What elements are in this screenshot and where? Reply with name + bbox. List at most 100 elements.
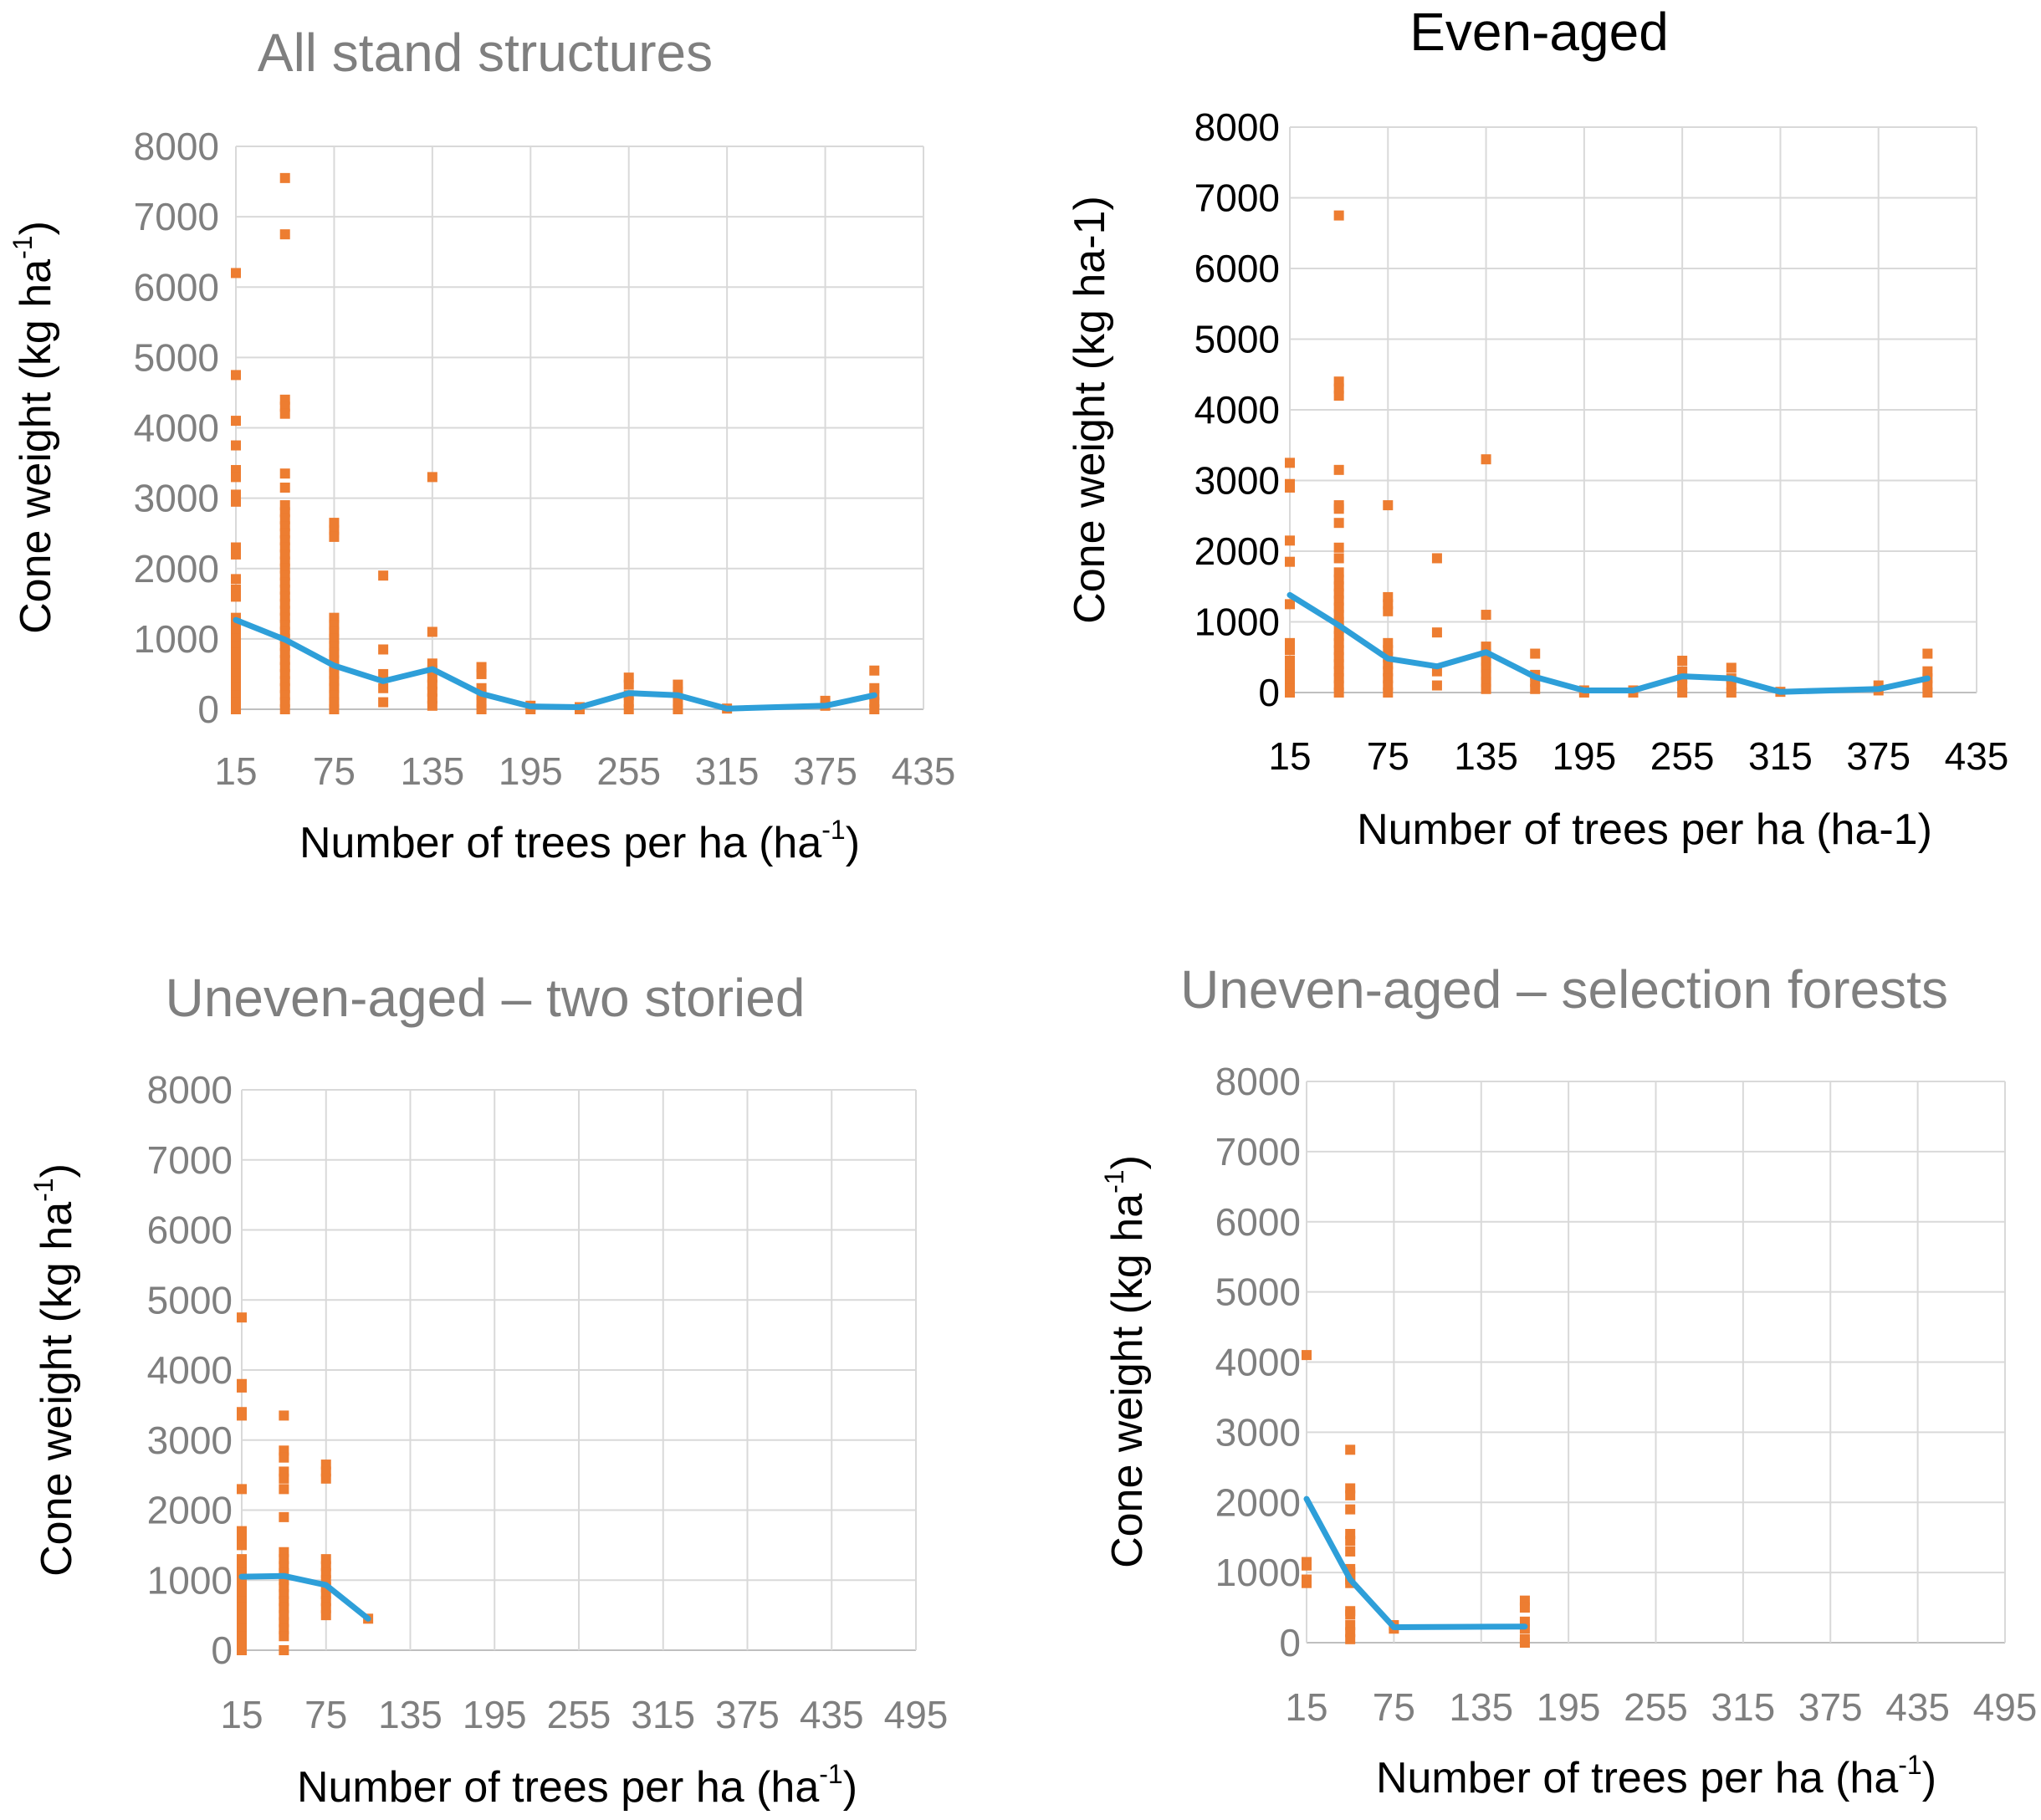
- data-point: [1333, 553, 1344, 564]
- y-tick-label: 6000: [147, 1209, 233, 1252]
- x-tick-label: 375: [793, 749, 857, 793]
- chart-title: Uneven-aged – selection forests: [1180, 959, 1948, 1020]
- data-point: [1383, 500, 1394, 511]
- x-tick-label: 435: [800, 1693, 864, 1736]
- data-point: [231, 440, 241, 451]
- data-point: [1345, 1633, 1356, 1644]
- data-point: [1530, 683, 1541, 694]
- chart-1-gridlines: [235, 146, 924, 710]
- x-axis-title-main: Number of trees per ha (ha-1): [1357, 805, 1932, 854]
- data-point: [1333, 391, 1344, 401]
- x-tick-label: 75: [1367, 734, 1409, 778]
- y-tick-label: 6000: [1194, 247, 1280, 290]
- y-tick-label: 3000: [1215, 1410, 1301, 1454]
- data-point: [1481, 610, 1491, 621]
- data-point: [237, 1540, 247, 1551]
- data-point: [1383, 606, 1394, 616]
- data-point: [476, 668, 487, 679]
- x-tick-label: 255: [1624, 1685, 1688, 1729]
- data-point: [1285, 458, 1295, 468]
- x-tick-label: 75: [1373, 1685, 1415, 1729]
- data-point: [231, 496, 241, 507]
- data-point: [1333, 464, 1344, 475]
- y-tick-label: 8000: [1194, 105, 1280, 149]
- x-axis-title-tail: ): [1922, 1754, 1936, 1802]
- data-point: [476, 704, 487, 714]
- series-line: [1286, 591, 1931, 695]
- data-point: [1383, 688, 1394, 698]
- data-point: [1333, 518, 1344, 529]
- data-point: [623, 679, 634, 690]
- data-point: [320, 1473, 331, 1484]
- data-point: [329, 704, 340, 714]
- x-tick-label: 495: [884, 1693, 949, 1736]
- data-point: [279, 229, 290, 240]
- series-line: [238, 1572, 371, 1622]
- data-point: [279, 1473, 289, 1484]
- x-axis-title-sup: -1: [821, 815, 845, 845]
- y-axis-title: Cone weight (kg ha-1): [28, 1163, 81, 1577]
- y-tick-label: 4000: [134, 406, 219, 450]
- data-point: [1481, 454, 1491, 465]
- x-tick-label: 135: [1454, 734, 1518, 778]
- chart-4-points: [1302, 1350, 1530, 1648]
- x-axis-title-sup: -1: [819, 1759, 842, 1789]
- x-tick-label: 15: [1285, 1685, 1327, 1729]
- data-point: [1345, 1504, 1356, 1515]
- x-axis-title: Number of trees per ha (ha-1): [1357, 805, 1932, 854]
- data-point: [378, 644, 389, 655]
- data-point: [279, 704, 290, 714]
- data-point: [869, 665, 880, 676]
- data-point: [1345, 1490, 1356, 1500]
- y-axis-title-sup: -1: [8, 235, 38, 258]
- data-point: [1677, 688, 1688, 698]
- data-point: [329, 531, 340, 542]
- y-tick-label: 3000: [134, 477, 219, 520]
- data-point: [378, 697, 389, 708]
- x-tick-label: 195: [463, 1693, 527, 1736]
- data-point: [427, 700, 437, 711]
- data-point: [1922, 648, 1933, 659]
- x-tick-label: 15: [1268, 734, 1311, 778]
- x-axis-title: Number of trees per ha (ha-1): [1376, 1750, 1936, 1802]
- data-point: [1333, 542, 1344, 553]
- x-tick-label: 375: [1798, 1685, 1863, 1729]
- chart-3-points: [237, 1312, 374, 1655]
- data-point: [1333, 688, 1344, 698]
- y-tick-label: 1000: [134, 617, 219, 661]
- data-point: [673, 704, 683, 714]
- x-tick-label: 375: [715, 1693, 780, 1736]
- data-point: [1302, 1577, 1312, 1588]
- y-tick-label: 2000: [147, 1489, 233, 1532]
- data-point: [1922, 688, 1933, 698]
- x-tick-label: 15: [220, 1693, 263, 1736]
- y-tick-label: 6000: [1215, 1200, 1301, 1244]
- data-point: [231, 268, 241, 279]
- y-tick-label: 4000: [1194, 388, 1280, 432]
- data-point: [378, 668, 389, 679]
- data-point: [1345, 1609, 1356, 1620]
- y-tick-label: 1000: [1215, 1551, 1301, 1594]
- data-point: [231, 549, 241, 560]
- data-point: [279, 1452, 289, 1463]
- data-point: [1285, 645, 1295, 656]
- data-point: [1302, 1560, 1312, 1571]
- y-axis-title-main: Cone weight (kg ha: [1103, 1194, 1152, 1568]
- data-point: [1481, 683, 1491, 694]
- data-point: [231, 416, 241, 427]
- data-point: [427, 472, 437, 483]
- data-point: [1285, 535, 1295, 546]
- y-axis-title: Cone weight (kg ha-1): [1066, 196, 1114, 624]
- y-axis-title: Cone weight (kg ha-1): [8, 221, 60, 634]
- y-axis-title-main: Cone weight (kg ha: [33, 1202, 81, 1577]
- y-axis-title-tail: ): [12, 221, 60, 235]
- x-tick-label: 435: [1885, 1685, 1950, 1729]
- y-tick-label: 2000: [1215, 1480, 1301, 1524]
- chart-uneven-aged-selection-forests: 0 1000 2000 3000 4000 5000 6000 7000 8000 15 75 135…: [1099, 959, 2037, 1802]
- x-axis-title: Number of trees per ha (ha-1): [297, 1759, 857, 1812]
- x-tick-label: 195: [1537, 1685, 1601, 1729]
- data-point: [231, 704, 241, 714]
- data-point: [869, 704, 880, 714]
- x-tick-label: 315: [695, 749, 760, 793]
